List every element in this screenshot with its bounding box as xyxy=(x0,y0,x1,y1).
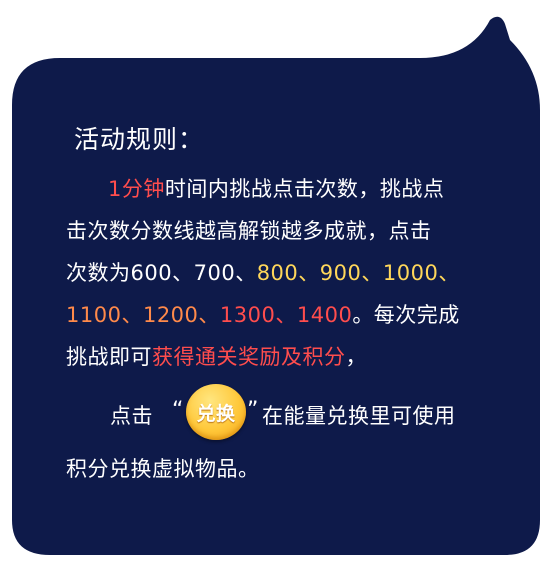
time-highlight: 1分钟 xyxy=(108,177,165,201)
close-quote: ” xyxy=(247,398,259,423)
reward-highlight: 获得通关奖励及积分 xyxy=(152,345,346,369)
score-1000: 1000 xyxy=(382,261,439,285)
rule-line-last: 积分兑换虚拟物品。 xyxy=(66,457,260,481)
exchange-button-label: 兑换 xyxy=(196,402,236,425)
speech-bubble-shape xyxy=(12,16,540,556)
rule-line-3: 次数为600、700、800、900、1000、 xyxy=(66,261,460,285)
score-1400: 1400 xyxy=(296,303,353,327)
score-800: 800 xyxy=(256,261,299,285)
score-1100: 1100 xyxy=(66,303,122,327)
exchange-button[interactable]: 兑换 xyxy=(186,384,246,440)
rule-line-5: 挑战即可获得通关奖励及积分， xyxy=(66,345,367,369)
rule-line-2: 击次数分数线越高解锁越多成就，点击 xyxy=(66,219,432,243)
exchange-instruction: 点击 “ 兑换 ” 在能量兑换里可使用 xyxy=(66,384,496,440)
score-900: 900 xyxy=(319,261,362,285)
open-quote: “ xyxy=(172,398,184,423)
score-1300: 1300 xyxy=(219,303,276,327)
rules-title: 活动规则： xyxy=(74,125,205,154)
rule-line-4: 1100、1200、1300、1400。每次完成 xyxy=(66,303,460,327)
exchange-suffix: 在能量兑换里可使用 xyxy=(262,404,456,428)
rules-text: 1分钟时间内挑战点击次数，挑战点 击次数分数线越高解锁越多成就，点击 次数为60… xyxy=(66,168,486,378)
exchange-prefix: 点击 xyxy=(110,404,153,428)
score-1200: 1200 xyxy=(142,303,199,327)
rule-line-1: 1分钟时间内挑战点击次数，挑战点 xyxy=(108,177,445,201)
